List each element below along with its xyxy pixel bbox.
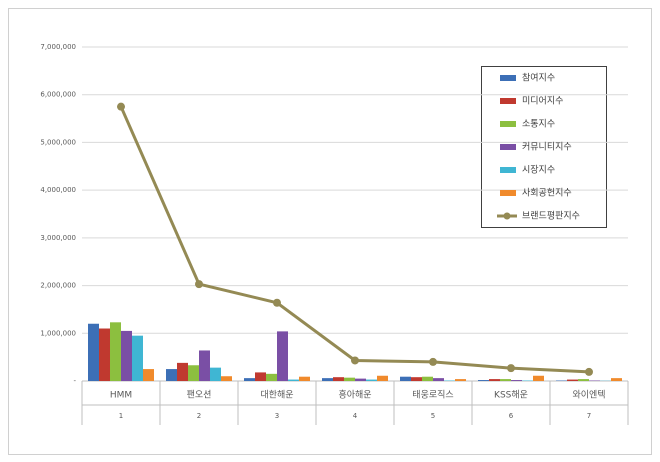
bar [455,379,466,381]
legend-swatch [500,75,516,81]
x-tick-sublabel: 7 [587,412,591,420]
legend-swatch [500,98,516,104]
bar [244,378,255,381]
bar [611,378,622,381]
x-tick-sublabel: 1 [119,412,123,420]
bar [567,379,578,381]
y-tick-label: 4,000,000 [40,186,76,194]
line-marker [585,367,593,376]
y-tick-label: 1,000,000 [40,329,76,337]
bar [288,379,299,381]
bar [110,322,121,381]
bar [188,365,199,381]
line-marker [507,364,515,373]
x-tick-label: 팬오션 [187,390,212,401]
x-tick-sublabel: 3 [275,412,279,420]
bar [478,380,489,381]
legend-swatch [500,167,516,173]
bar [177,362,188,381]
bar [533,375,544,381]
line-marker [273,298,281,307]
x-tick-label: 태웅로직스 [412,390,453,401]
y-tick-label: 2,000,000 [40,282,76,290]
bar [400,376,411,381]
legend-label: 커뮤니티지수 [522,142,572,153]
bar [132,335,143,381]
line-marker [195,280,203,289]
x-tick-label: 와이엔텍 [572,389,605,401]
bar [333,377,344,381]
bar [489,379,500,381]
bar [422,376,433,381]
bar [121,330,132,381]
legend-label: 시장지수 [522,165,555,176]
y-tick-label: 7,000,000 [40,43,76,51]
x-tick-sublabel: 6 [509,412,514,420]
y-tick-label: - [73,377,76,385]
x-tick-sublabel: 5 [431,412,435,420]
bar [199,350,210,381]
bar [166,369,177,381]
bar [433,378,444,381]
x-tick-label: KSS해운 [494,390,528,401]
legend-label: 미디어지수 [522,96,563,107]
bar [377,375,388,381]
bar [344,377,355,381]
legend-swatch [500,121,516,127]
line-marker [429,357,437,366]
legend-swatch [500,144,516,150]
x-tick-sublabel: 4 [353,412,358,420]
bar [221,376,232,381]
bar [88,323,99,381]
bar [500,379,511,381]
bar [511,380,522,381]
legend-marker [503,212,511,220]
x-tick-label: 흥아해운 [338,389,371,401]
bar [255,372,266,381]
bar [277,331,288,381]
y-tick-label: 5,000,000 [40,138,76,146]
bar [143,369,154,381]
bar [266,373,277,381]
bar [578,379,589,381]
y-tick-label: 3,000,000 [40,234,76,242]
x-tick-label: 대한해운 [260,390,293,401]
x-tick-label: HMM [110,391,132,401]
legend-label: 브랜드평판지수 [522,211,580,222]
legend-swatch [500,190,516,196]
bar [210,367,221,381]
bar [366,379,377,381]
bar [355,378,366,381]
legend-label: 사회공헌지수 [522,188,572,199]
legend-label: 참여지수 [522,72,555,84]
x-tick-sublabel: 2 [197,412,201,420]
bar [99,328,110,381]
bar [299,376,310,381]
legend-label: 소통지수 [522,119,555,130]
bar [411,377,422,381]
y-tick-label: 6,000,000 [40,91,76,99]
bar [322,378,333,381]
line-marker [351,356,359,365]
line-marker [117,102,125,111]
